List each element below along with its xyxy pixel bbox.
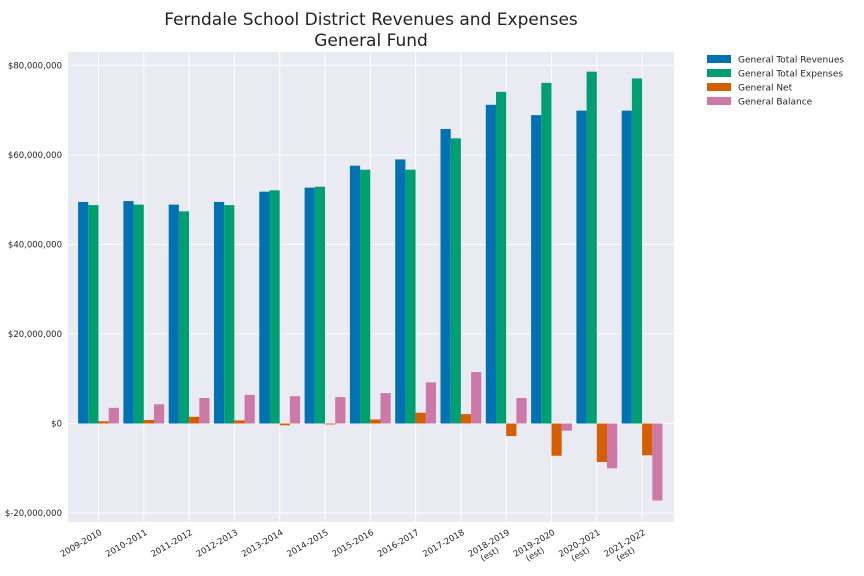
y-tick-label: $0 — [51, 420, 62, 430]
legend: General Total Revenues General Total Expe… — [707, 55, 844, 108]
legend-label: General Total Revenues — [738, 56, 844, 66]
legend-swatch — [707, 83, 731, 91]
y-axis: $-20,000,000 $0 $20,000,000 $40,000,000 $60,… — [5, 61, 62, 519]
bar-general-net — [189, 416, 200, 424]
bar-general-total-revenues — [576, 110, 587, 424]
bar-general-balance — [199, 398, 210, 424]
bar-general-total-expenses — [224, 205, 235, 424]
bar-general-total-expenses — [133, 204, 144, 424]
x-tick-label: 2017-2018 — [421, 528, 466, 560]
bar-general-balance — [244, 394, 255, 424]
bar-general-total-revenues — [304, 187, 315, 424]
x-tick-label: 2013-2014 — [240, 528, 285, 560]
legend-label: General Total Expenses — [738, 70, 843, 80]
bar-general-net — [460, 414, 472, 424]
bar-general-total-revenues — [78, 201, 89, 424]
legend-swatch — [707, 69, 731, 77]
bar-general-net — [143, 419, 154, 424]
bar-general-balance — [380, 393, 391, 424]
bar-general-balance — [652, 423, 663, 501]
bar-general-total-revenues — [531, 115, 542, 424]
bar-general-balance — [289, 396, 301, 424]
x-tick-label: 2016-2017 — [376, 528, 421, 560]
bar-general-balance — [607, 423, 618, 469]
bar-general-total-expenses — [450, 138, 461, 424]
x-tick-label: 2009-2010 — [59, 528, 104, 560]
bar-general-total-revenues — [168, 204, 179, 424]
x-tick-label: 2020-2021(est) — [557, 528, 607, 568]
chart-subtitle: General Fund — [314, 31, 428, 51]
bar-general-net — [279, 423, 290, 426]
bar-general-total-expenses — [496, 91, 507, 424]
bar-general-total-expenses — [88, 205, 99, 424]
bar-general-total-revenues — [485, 104, 496, 424]
legend-swatch — [707, 97, 731, 105]
x-axis: 2009-2010 2010-2011 2011-2012 2012-2013 2013… — [59, 528, 652, 568]
bar-general-total-revenues — [440, 128, 451, 424]
x-tick-label: 2010-2011 — [104, 528, 149, 560]
bar-general-total-expenses — [541, 82, 552, 424]
y-tick-label: $60,000,000 — [8, 151, 62, 161]
bar-general-total-revenues — [349, 165, 361, 424]
bar-general-net — [234, 420, 245, 424]
bar-general-total-revenues — [214, 201, 225, 424]
bar-general-total-expenses — [631, 78, 643, 424]
bar-general-total-expenses — [178, 211, 190, 424]
x-tick-label: 2018-2019(est) — [467, 528, 517, 568]
legend-swatch — [707, 55, 731, 63]
bar-general-total-expenses — [586, 71, 597, 424]
bar-general-total-revenues — [123, 201, 134, 424]
x-tick-label: 2015-2016 — [331, 528, 376, 560]
bar-general-net — [642, 423, 653, 456]
bar-general-balance — [335, 397, 346, 424]
bar-general-net — [596, 423, 607, 463]
bar-general-balance — [154, 404, 165, 424]
bar-general-total-expenses — [360, 169, 371, 424]
bar-general-total-revenues — [395, 159, 406, 424]
x-tick-label: 2021-2022(est) — [602, 528, 652, 568]
legend-label: General Balance — [738, 98, 813, 108]
bars — [78, 71, 663, 501]
bar-general-balance — [108, 407, 119, 424]
x-tick-label: 2019-2020(est) — [512, 528, 562, 568]
y-tick-label: $20,000,000 — [8, 330, 62, 340]
chart-title: Ferndale School District Revenues and Ex… — [164, 10, 578, 30]
x-tick-label: 2012-2013 — [195, 528, 240, 560]
bar-general-net — [415, 412, 426, 424]
bar-general-net — [551, 423, 562, 456]
x-tick-label: 2011-2012 — [149, 528, 194, 560]
bar-general-total-revenues — [621, 110, 632, 424]
bar-general-balance — [425, 382, 436, 424]
bar-general-total-expenses — [269, 190, 280, 424]
x-tick-label: 2014-2015 — [285, 528, 330, 560]
bar-general-balance — [561, 423, 572, 431]
y-tick-label: $80,000,000 — [8, 61, 62, 71]
y-tick-label: $40,000,000 — [8, 240, 62, 250]
legend-label: General Net — [738, 84, 793, 94]
bar-general-balance — [471, 372, 482, 424]
bar-general-balance — [516, 398, 527, 424]
bar-general-net — [98, 421, 109, 424]
bar-general-total-expenses — [405, 169, 416, 424]
bar-general-net — [370, 419, 381, 424]
bar-general-total-expenses — [314, 186, 325, 424]
bar-general-total-revenues — [259, 191, 270, 424]
bar-general-net — [325, 423, 336, 425]
bar-general-net — [506, 423, 517, 437]
y-tick-label: $-20,000,000 — [5, 509, 62, 519]
